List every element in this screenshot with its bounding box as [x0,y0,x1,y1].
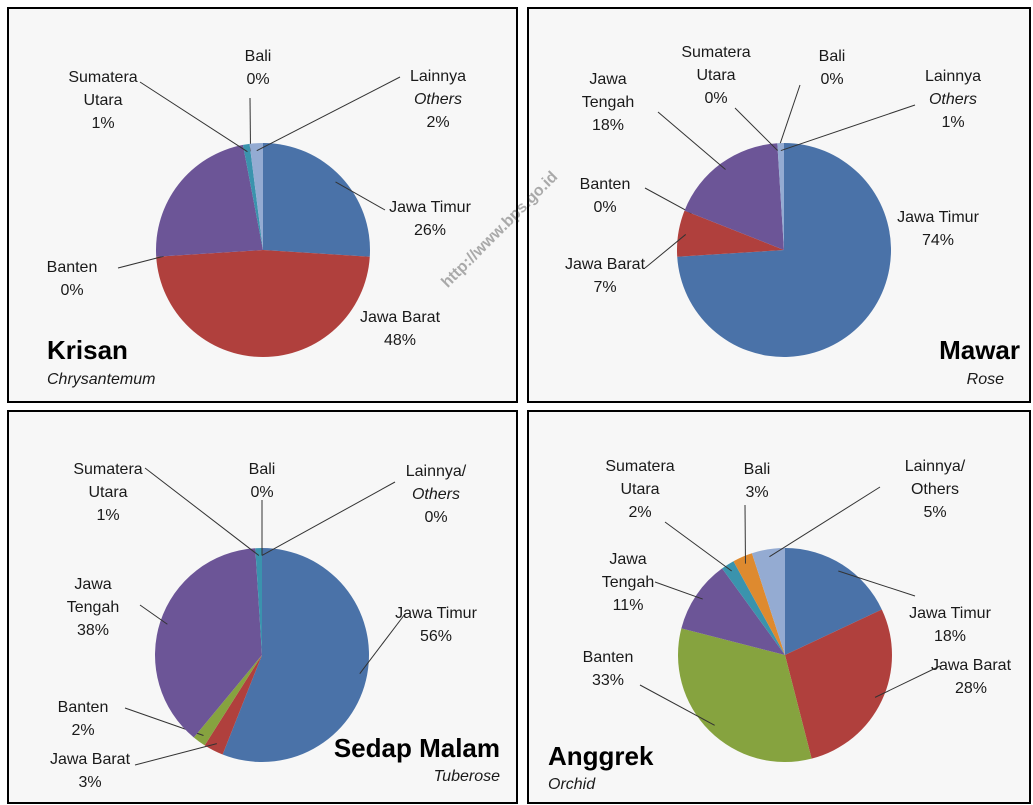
label-line: Lainnya [925,68,981,85]
label-line: Jawa Barat [565,256,646,273]
label-line: Others [412,486,460,503]
label-line: Sumatera [681,44,750,61]
value-label: 0% [704,90,727,107]
label-line: Jawa [609,551,646,568]
category-label: Jawa Barat [931,657,1012,674]
category-label: Banten [47,259,98,276]
label-line: Jawa [589,71,626,88]
value-label: 0% [820,71,843,88]
value-label: 2% [628,504,651,521]
value-label: 0% [593,199,616,216]
value-label: 0% [424,509,447,526]
label-line: Others [911,481,959,498]
label-line: Utara [696,67,735,84]
label-line: Jawa Timur [897,209,979,226]
value-label: 28% [955,680,987,697]
label-line: Bali [245,48,272,65]
value-label: 2% [426,114,449,131]
chart-subtitle: Rose [967,371,1004,388]
value-label: 5% [923,504,946,521]
value-label: 1% [91,115,114,132]
value-label: 0% [250,484,273,501]
value-label: 26% [414,222,446,239]
value-label: 7% [593,279,616,296]
category-label: Banten [583,649,634,666]
label-line: Banten [583,649,634,666]
value-label: 18% [592,117,624,134]
label-line: Utara [88,484,127,501]
label-line: Lainnya [410,68,466,85]
value-label: 0% [60,282,83,299]
leader-line [250,98,251,151]
category-label: Jawa Timur [395,605,477,622]
category-label: Bali [249,461,276,478]
value-label: 48% [384,332,416,349]
label-line: Jawa Barat [360,309,441,326]
label-line: Bali [819,48,846,65]
value-label: 3% [78,774,101,791]
label-line: Jawa Timur [389,199,471,216]
category-label: Banten [580,176,631,193]
chart-subtitle: Chrysantemum [47,371,155,388]
chart-subtitle: Orchid [548,776,596,793]
label-line: Jawa [74,576,111,593]
value-label: 1% [941,114,964,131]
category-label: Jawa Barat [50,751,131,768]
label-line: Bali [744,461,771,478]
value-label: 2% [71,722,94,739]
label-line: Banten [58,699,109,716]
value-label: 38% [77,622,109,639]
label-line: Banten [47,259,98,276]
chart-title: Mawar [939,335,1020,365]
label-line: Sumatera [68,69,137,86]
category-label: Bali [744,461,771,478]
label-line: Tengah [582,94,635,111]
label-line: Jawa Timur [909,605,991,622]
label-line: Jawa Barat [50,751,131,768]
value-label: 74% [922,232,954,249]
value-label: 33% [592,672,624,689]
category-label: Jawa Timur [909,605,991,622]
chart-subtitle: Tuberose [434,768,501,785]
chart-title: Sedap Malam [334,733,500,763]
label-line: Lainnya/ [905,458,966,475]
category-label: Bali [245,48,272,65]
value-label: 18% [934,628,966,645]
label-line: Utara [83,92,122,109]
label-line: Jawa Timur [395,605,477,622]
label-line: Sumatera [73,461,142,478]
label-line: Tengah [602,574,655,591]
category-label: Bali [819,48,846,65]
category-label: Jawa Timur [389,199,471,216]
value-label: 11% [613,597,644,614]
category-label: Jawa Barat [565,256,646,273]
page: Jawa Timur 26% Jawa Barat 48% Banten 0% Sumate… [0,0,1033,805]
label-line: Others [414,91,462,108]
label-line: Banten [580,176,631,193]
category-label: Jawa Barat [360,309,441,326]
label-line: Bali [249,461,276,478]
value-label: 56% [420,628,452,645]
value-label: 1% [96,507,119,524]
label-line: Tengah [67,599,120,616]
label-line: Others [929,91,977,108]
label-line: Utara [620,481,659,498]
value-label: 0% [246,71,269,88]
value-label: 3% [745,484,768,501]
chart-title: Krisan [47,335,128,365]
category-label: Banten [58,699,109,716]
chart-title: Anggrek [548,741,654,771]
label-line: Sumatera [605,458,674,475]
label-line: Jawa Barat [931,657,1012,674]
category-label: Jawa Timur [897,209,979,226]
label-line: Lainnya/ [406,463,467,480]
